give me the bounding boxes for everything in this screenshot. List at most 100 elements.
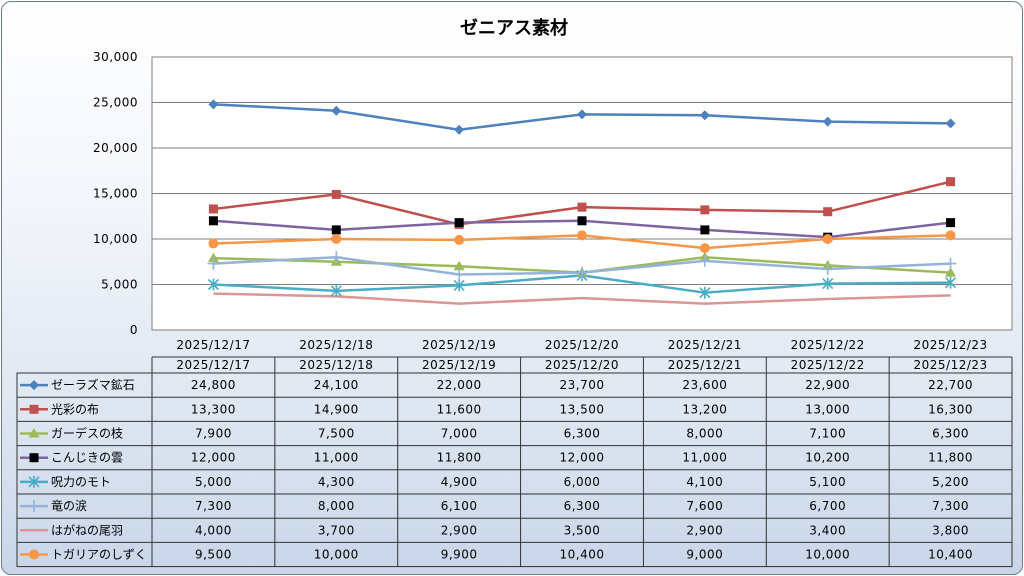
data-point [577, 216, 587, 226]
table-cell-value: 6,700 [809, 499, 846, 513]
table-cell-value: 7,300 [932, 499, 969, 513]
table-cell-value: 11,800 [928, 451, 973, 465]
data-point [331, 234, 342, 244]
data-point [576, 266, 588, 279]
table-cell-value: 23,600 [682, 378, 727, 392]
legend-series-name: こんじきの雲 [51, 451, 123, 465]
data-point [331, 189, 341, 199]
data-point [945, 230, 956, 241]
y-tick-label: 20,000 [93, 141, 138, 155]
table-cell-value: 4,300 [318, 475, 355, 489]
table-header-date: 2025/12/22 [791, 358, 865, 372]
data-point [945, 276, 957, 289]
table-cell-value: 4,000 [195, 523, 232, 537]
table-cell-value: 5,100 [809, 475, 846, 489]
table-cell-value: 10,400 [928, 548, 973, 562]
table-cell-value: 10,000 [805, 548, 850, 562]
table-cell-value: 24,100 [314, 378, 359, 392]
data-point [944, 257, 957, 270]
legend-series-name: ゼーラズマ鉱石 [51, 377, 135, 392]
table-cell-value: 7,100 [809, 427, 846, 441]
x-tick-label: 2025/12/19 [422, 338, 496, 352]
data-point [946, 218, 956, 228]
table-cell-value: 3,500 [564, 523, 601, 537]
table-cell-value: 10,000 [314, 548, 359, 562]
table-cell-value: 16,300 [928, 402, 973, 416]
legend-series-name: はがねの尾羽 [51, 522, 123, 537]
table-cell-value: 12,000 [560, 451, 605, 465]
table-cell-value: 5,000 [195, 475, 232, 489]
table-header-date: 2025/12/20 [545, 358, 619, 372]
data-point [208, 238, 219, 249]
table-cell-value: 13,500 [560, 402, 605, 416]
table-cell-value: 13,000 [805, 402, 850, 416]
table-cell-value: 3,700 [318, 523, 355, 537]
table-cell-value: 2,900 [686, 523, 723, 537]
x-tick-label: 2025/12/23 [913, 338, 987, 352]
table-cell-value: 13,300 [191, 402, 236, 416]
table-cell-value: 6,000 [564, 475, 601, 489]
x-axis: 2025/12/17 2025/12/18 2025/12/19 2025/12/20… [176, 338, 987, 352]
table-cell-value: 9,000 [686, 548, 723, 562]
data-point [823, 207, 833, 217]
data-point [577, 109, 587, 120]
data-point [454, 218, 464, 228]
table-cell-value: 8,000 [686, 427, 723, 441]
data-point [822, 234, 833, 244]
data-point [577, 202, 587, 212]
legend-series-name: 光彩の布 [51, 402, 99, 416]
data-point [699, 110, 710, 121]
table-cell-value: 23,700 [560, 378, 605, 392]
data-point [207, 252, 219, 263]
table-cell-value: 11,000 [682, 451, 727, 465]
x-tick-label: 2025/12/17 [176, 338, 250, 352]
data-point [577, 230, 587, 241]
table-cell-value: 7,300 [195, 499, 232, 513]
table-header-date: 2025/12/18 [299, 358, 373, 372]
y-tick-label: 25,000 [93, 96, 138, 110]
data-point [331, 105, 342, 116]
table-cell-value: 11,800 [437, 451, 482, 465]
data-point [821, 263, 834, 276]
table-cell-value: 6,100 [441, 499, 478, 513]
y-tick-label: 10,000 [93, 232, 138, 246]
table-cell-value: 12,000 [191, 451, 236, 465]
table-cell-value: 9,900 [441, 548, 478, 562]
table-cell-value: 10,200 [805, 451, 850, 465]
table-cell-value: 7,000 [441, 427, 478, 441]
data-table: 2025/12/17 2025/12/18 2025/12/19 2025/12/20… [16, 356, 1013, 568]
table-cell-value: 14,900 [314, 402, 359, 416]
data-point [207, 257, 220, 270]
data-point [453, 260, 465, 271]
data-point [454, 124, 465, 135]
table-header-date: 2025/12/21 [668, 358, 742, 372]
data-point [453, 268, 466, 281]
data-point [29, 453, 39, 463]
data-point [208, 99, 219, 110]
table-cell-value: 6,300 [564, 499, 601, 513]
data-point [454, 234, 465, 245]
table-header-date: 2025/12/17 [176, 358, 250, 372]
data-point [453, 279, 465, 292]
data-point [28, 500, 40, 513]
table-cell-value: 11,600 [437, 402, 482, 416]
table-cell-value: 7,600 [686, 499, 723, 513]
legend-series-name: トガリアのしずく [51, 548, 147, 562]
data-point [698, 254, 711, 267]
table-cell-value: 9,500 [195, 548, 232, 562]
table-cell-value: 7,900 [195, 427, 232, 441]
y-tick-label: 0 [130, 323, 138, 337]
x-tick-label: 2025/12/22 [791, 338, 865, 352]
table-cell-value: 22,700 [928, 378, 973, 392]
chart-title: ゼニアス素材 [460, 17, 568, 39]
table-cell-value: 5,200 [932, 475, 969, 489]
legend-series-name: 竜の涙 [51, 498, 87, 513]
y-tick-label: 30,000 [93, 50, 138, 64]
data-point [946, 177, 956, 187]
table-cell-value: 4,100 [686, 475, 723, 489]
table-header-date: 2025/12/19 [422, 358, 496, 372]
table-cell-value: 8,000 [318, 499, 355, 513]
data-point [29, 404, 39, 414]
legend-series-name: 呪力のモト [51, 475, 111, 489]
